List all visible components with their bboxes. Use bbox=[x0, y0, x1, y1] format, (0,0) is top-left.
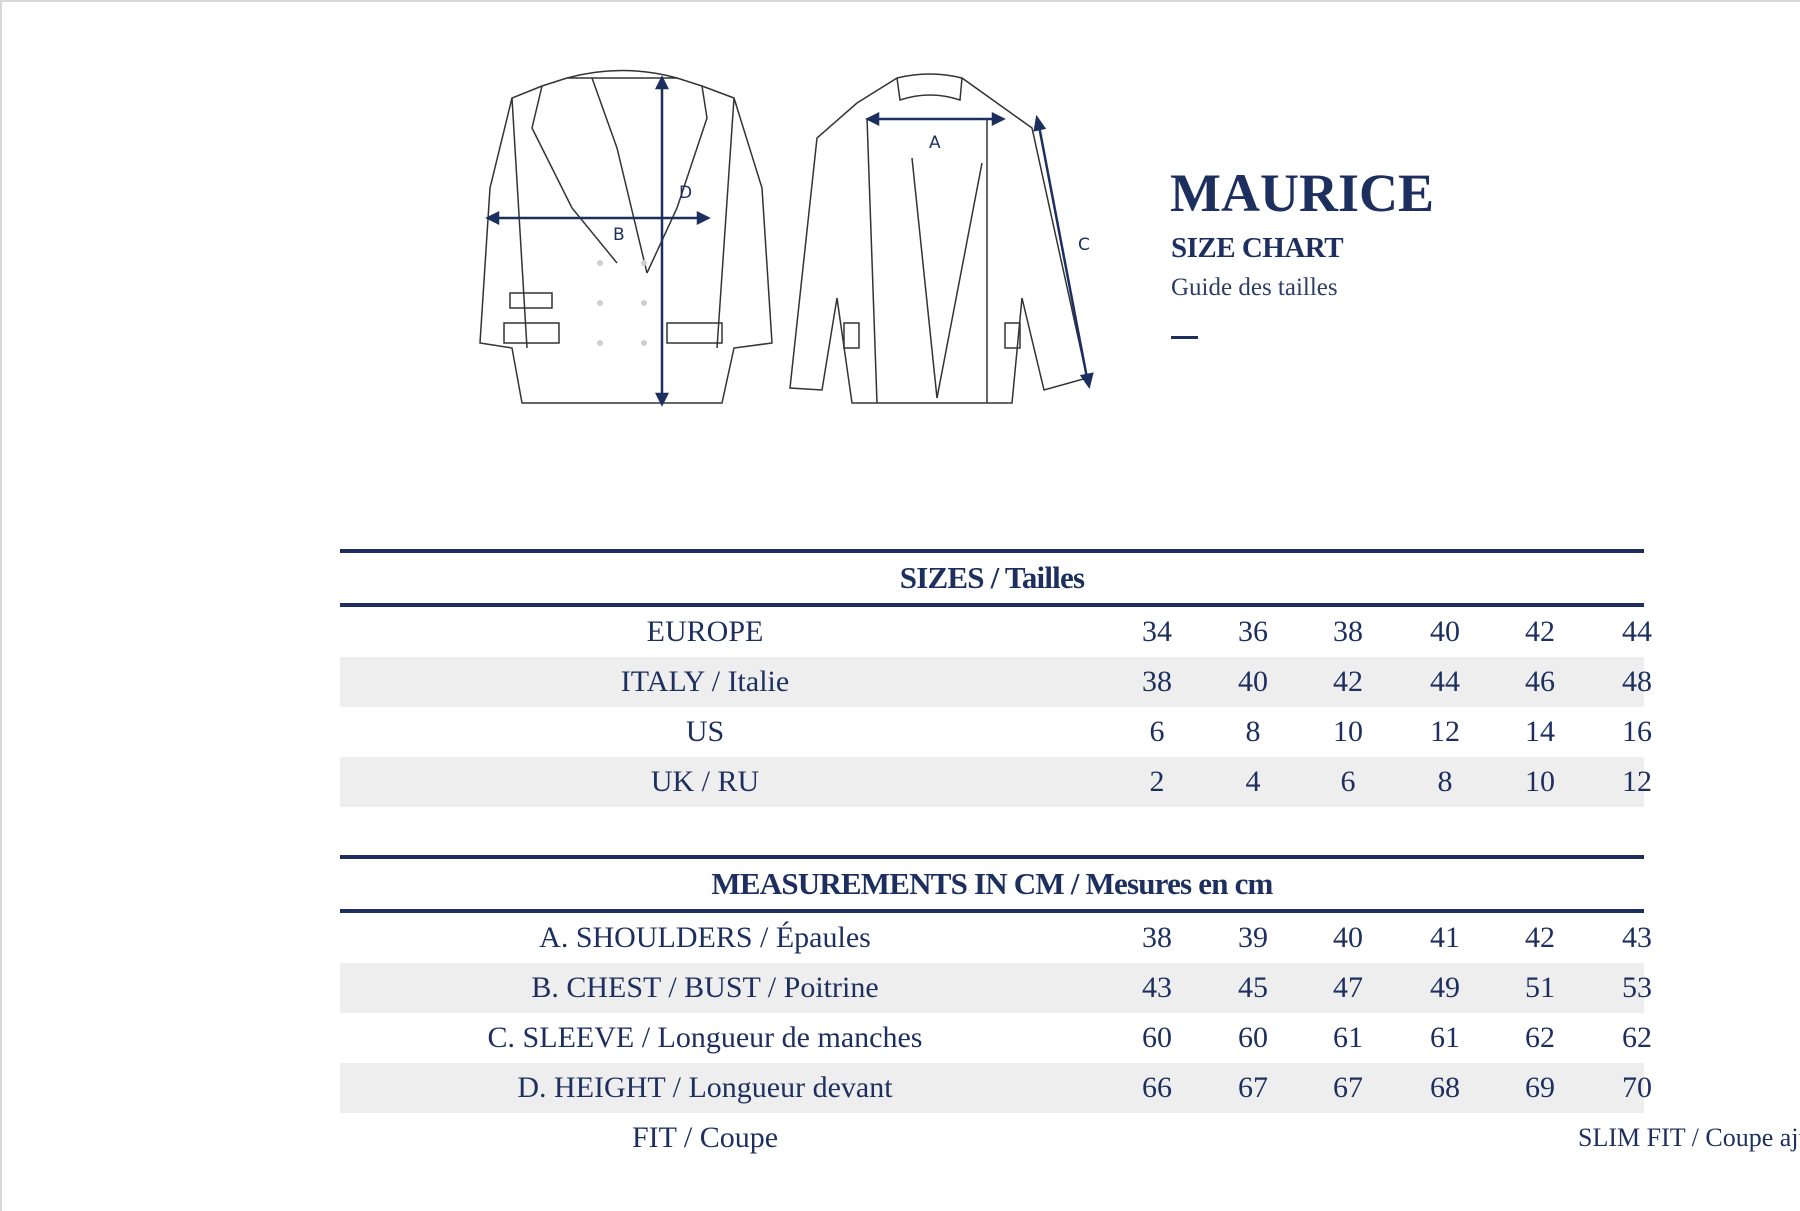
cell-value: 46 bbox=[1525, 665, 1555, 698]
cell-value: 34 bbox=[1142, 615, 1172, 648]
cell-value: 16 bbox=[1622, 715, 1652, 748]
cell-value: 62 bbox=[1525, 1021, 1555, 1054]
label-a: A bbox=[929, 133, 941, 153]
sizes-table: SIZES / Tailles EUROPE 34 36 38 40 42 44 ITALY … bbox=[340, 549, 1652, 807]
cell-value: 2 bbox=[1149, 765, 1165, 798]
row-label: C. SLEEVE / Longueur de manches bbox=[487, 1021, 923, 1054]
cell-value: 6 bbox=[1149, 715, 1165, 748]
row-label: A. SHOULDERS / Épaules bbox=[539, 921, 871, 954]
cell-value: 38 bbox=[1142, 921, 1172, 954]
cell-value: 62 bbox=[1622, 1021, 1652, 1054]
cell-value: 12 bbox=[1622, 765, 1652, 798]
size-chart-heading: SIZE CHART bbox=[1171, 232, 1344, 264]
cell-value: 61 bbox=[1430, 1021, 1460, 1054]
row-label: US bbox=[685, 715, 725, 748]
cell-value: 49 bbox=[1430, 971, 1460, 1004]
table-row: C. SLEEVE / Longueur de manches 60 60 61 61 6… bbox=[340, 1013, 1652, 1063]
divider bbox=[340, 909, 1644, 913]
cell-value: 38 bbox=[1142, 665, 1172, 698]
table-row: D. HEIGHT / Longueur devant 66 67 67 68 69 70 bbox=[340, 1063, 1652, 1113]
divider bbox=[340, 603, 1644, 607]
cell-value: 67 bbox=[1238, 1071, 1268, 1104]
cell-value: 41 bbox=[1430, 921, 1460, 954]
cell-value: 4 bbox=[1245, 765, 1261, 798]
cell-value: 8 bbox=[1437, 765, 1453, 798]
divider bbox=[340, 549, 1644, 553]
cell-value: 44 bbox=[1622, 615, 1652, 648]
cell-value: 69 bbox=[1525, 1071, 1555, 1104]
cell-value: 60 bbox=[1238, 1021, 1268, 1054]
cell-value: 43 bbox=[1142, 971, 1172, 1004]
cell-value: 51 bbox=[1525, 971, 1555, 1004]
cell-value: 36 bbox=[1238, 615, 1268, 648]
cell-value: 8 bbox=[1245, 715, 1261, 748]
jacket-back-illustration: A C bbox=[789, 73, 1094, 404]
cell-value: 10 bbox=[1525, 765, 1555, 798]
cell-value: 12 bbox=[1430, 715, 1460, 748]
cell-value: 48 bbox=[1622, 665, 1652, 698]
cell-value: 40 bbox=[1430, 615, 1460, 648]
cell-value: 60 bbox=[1142, 1021, 1172, 1054]
measurements-heading: MEASUREMENTS IN CM / Mesures en cm bbox=[711, 866, 1273, 901]
cell-value: 67 bbox=[1333, 1071, 1363, 1104]
row-label: D. HEIGHT / Longueur devant bbox=[517, 1071, 893, 1104]
row-label: ITALY / Italie bbox=[620, 665, 790, 698]
row-label: UK / RU bbox=[650, 765, 760, 798]
row-label: B. CHEST / BUST / Poitrine bbox=[531, 971, 879, 1004]
cell-value: 40 bbox=[1333, 921, 1363, 954]
cell-value: 45 bbox=[1238, 971, 1268, 1004]
cell-value: 61 bbox=[1333, 1021, 1363, 1054]
cell-value: 44 bbox=[1430, 665, 1460, 698]
cell-value: 42 bbox=[1525, 921, 1555, 954]
label-d: D bbox=[679, 183, 692, 203]
title-divider bbox=[1171, 336, 1198, 339]
cell-value: 6 bbox=[1340, 765, 1356, 798]
table-row: A. SHOULDERS / Épaules 38 39 40 41 42 43 bbox=[340, 913, 1652, 963]
cell-value: 53 bbox=[1622, 971, 1652, 1004]
product-title: MAURICE bbox=[1170, 163, 1434, 223]
cell-value: 40 bbox=[1238, 665, 1268, 698]
fit-label: FIT / Coupe bbox=[631, 1121, 779, 1154]
cell-value: 66 bbox=[1142, 1071, 1172, 1104]
table-row: EUROPE 34 36 38 40 42 44 bbox=[340, 607, 1652, 657]
divider bbox=[340, 855, 1644, 859]
jacket-front-illustration: B D bbox=[479, 69, 773, 407]
cell-value: 42 bbox=[1525, 615, 1555, 648]
table-row: ITALY / Italie 38 40 42 44 46 48 bbox=[340, 657, 1652, 707]
cell-value: 42 bbox=[1333, 665, 1363, 698]
label-b: B bbox=[613, 225, 625, 245]
table-row: UK / RU 2 4 6 8 10 12 bbox=[340, 757, 1652, 807]
fit-value: SLIM FIT / Coupe ajustée bbox=[1578, 1123, 1800, 1152]
sizes-heading: SIZES / Tailles bbox=[899, 560, 1085, 595]
table-row: US 6 8 10 12 14 16 bbox=[340, 707, 1652, 757]
label-c: C bbox=[1078, 235, 1090, 255]
cell-value: 14 bbox=[1525, 715, 1555, 748]
cell-value: 38 bbox=[1333, 615, 1363, 648]
cell-value: 39 bbox=[1238, 921, 1268, 954]
fit-row: FIT / Coupe SLIM FIT / Coupe ajustée bbox=[340, 1113, 1800, 1163]
row-label: EUROPE bbox=[646, 615, 764, 648]
measurements-table: MEASUREMENTS IN CM / Mesures en cm A. SH… bbox=[340, 855, 1800, 1163]
cell-value: 43 bbox=[1622, 921, 1652, 954]
cell-value: 47 bbox=[1333, 971, 1363, 1004]
table-row: B. CHEST / BUST / Poitrine 43 45 47 49 51 53 bbox=[340, 963, 1652, 1013]
cell-value: 68 bbox=[1430, 1071, 1460, 1104]
size-chart-heading-fr: Guide des tailles bbox=[1171, 274, 1338, 301]
cell-value: 70 bbox=[1622, 1071, 1652, 1104]
cell-value: 10 bbox=[1333, 715, 1363, 748]
